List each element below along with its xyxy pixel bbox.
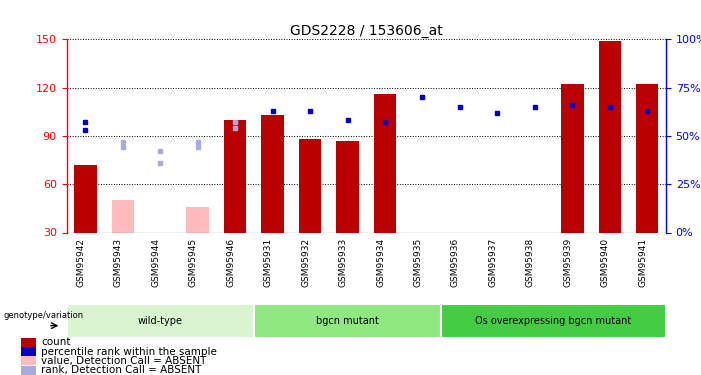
Text: GSM95943: GSM95943 [114, 238, 123, 287]
Bar [149, 232, 172, 236]
Bar [21, 366, 36, 375]
Bar [299, 139, 321, 232]
Bar [224, 120, 247, 232]
Text: value, Detection Call = ABSENT: value, Detection Call = ABSENT [41, 356, 207, 366]
Text: GSM95936: GSM95936 [451, 238, 460, 288]
Bar [21, 356, 36, 365]
Bar [74, 165, 97, 232]
Text: GSM95940: GSM95940 [601, 238, 610, 287]
Text: GSM95931: GSM95931 [264, 238, 273, 288]
Text: bgcn mutant: bgcn mutant [316, 316, 379, 326]
Text: GSM95934: GSM95934 [376, 238, 385, 287]
Text: percentile rank within the sample: percentile rank within the sample [41, 346, 217, 357]
Bar [441, 304, 666, 338]
Text: GSM95944: GSM95944 [151, 238, 161, 287]
Bar [111, 200, 134, 232]
Text: count: count [41, 337, 71, 347]
Bar [636, 84, 658, 232]
Bar [374, 94, 396, 232]
Text: genotype/variation: genotype/variation [4, 311, 83, 320]
Bar [561, 84, 583, 232]
Text: GSM95933: GSM95933 [339, 238, 348, 288]
Text: GSM95935: GSM95935 [414, 238, 423, 288]
Bar [21, 338, 36, 346]
Text: GSM95942: GSM95942 [76, 238, 86, 287]
Text: GSM95938: GSM95938 [526, 238, 535, 288]
Text: GSM95937: GSM95937 [489, 238, 498, 288]
Text: GSM95941: GSM95941 [638, 238, 647, 287]
Text: GSM95932: GSM95932 [301, 238, 310, 287]
Title: GDS2228 / 153606_at: GDS2228 / 153606_at [290, 24, 442, 38]
Bar [599, 41, 621, 232]
Bar [254, 304, 441, 338]
Bar [336, 141, 359, 232]
Bar [186, 207, 209, 232]
Bar [21, 347, 36, 356]
Text: Os overexpressing bgcn mutant: Os overexpressing bgcn mutant [475, 316, 632, 326]
Text: wild-type: wild-type [137, 316, 183, 326]
Bar [261, 115, 284, 232]
Text: rank, Detection Call = ABSENT: rank, Detection Call = ABSENT [41, 365, 202, 375]
Text: GSM95945: GSM95945 [189, 238, 198, 287]
Text: GSM95939: GSM95939 [564, 238, 572, 288]
Bar [67, 304, 254, 338]
Text: GSM95946: GSM95946 [226, 238, 235, 287]
